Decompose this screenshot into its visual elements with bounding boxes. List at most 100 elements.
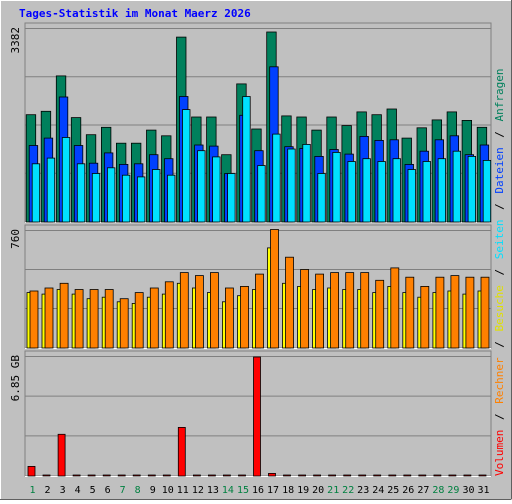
bar-seiten-day-22: [347, 161, 356, 223]
day-label-30: 30: [462, 485, 474, 496]
bar-seiten-day-18: [287, 148, 296, 223]
bar-seiten-day-23: [362, 158, 371, 223]
bar-seiten-day-24: [377, 161, 386, 223]
bar-rechner-day-22: [345, 272, 355, 349]
day-axis-labels: 1 2 3 4 5 6 7 8 9 10 11 12 13 14 15 16 17 18 19 20 21 22 23 24 2…: [29, 485, 489, 496]
bar-volumen-day-1: [27, 465, 36, 477]
legend-separator: /: [493, 269, 506, 276]
y-max-label: 3382: [9, 27, 22, 54]
bar-volumen-day-6: [102, 474, 111, 477]
bar-volumen-day-8: [132, 474, 141, 477]
bar-rechner-day-19: [300, 269, 310, 349]
bar-rechner-day-9: [149, 287, 159, 349]
bar-rechner-day-23: [360, 272, 370, 349]
bar-seiten-day-29: [452, 150, 462, 223]
bar-volumen-day-18: [283, 474, 291, 477]
bar-seiten-day-20: [317, 173, 326, 223]
bar-rechner-day-13: [209, 272, 219, 349]
bar-volumen-day-13: [207, 474, 216, 477]
day-label-7: 7: [120, 485, 126, 496]
day-label-2: 2: [44, 485, 50, 496]
bar-rechner-day-20: [315, 273, 325, 349]
bar-seiten-day-31: [482, 159, 492, 223]
day-label-28: 28: [432, 485, 444, 496]
bar-volumen-day-9: [147, 474, 156, 477]
bar-seiten-day-26: [407, 169, 416, 223]
bar-seiten-day-17: [272, 133, 281, 223]
chart-title: Tages-Statistik im Monat Maerz 2026: [19, 7, 251, 20]
legend-separator: /: [493, 131, 506, 138]
day-label-21: 21: [327, 485, 339, 496]
bar-rechner-day-6: [104, 289, 114, 349]
legend-separator: /: [493, 203, 506, 210]
bar-rechner-day-27: [420, 285, 430, 349]
bar-rechner-day-18: [285, 256, 294, 349]
bar-seiten-day-15: [242, 96, 251, 223]
bar-volumen-day-4: [72, 474, 81, 477]
bar-volumen-day-16: [253, 356, 261, 477]
day-label-4: 4: [75, 485, 81, 496]
bar-rechner-day-4: [74, 289, 84, 349]
day-label-5: 5: [90, 485, 96, 496]
panel-visits: 760: [9, 224, 492, 349]
side-legend-text: Volumen / Rechner / Besuche / Seiten / D…: [493, 68, 506, 476]
day-label-31: 31: [477, 485, 489, 496]
day-label-11: 11: [177, 485, 189, 496]
day-label-9: 9: [150, 485, 156, 496]
day-label-20: 20: [312, 485, 324, 496]
bar-volumen-day-20: [313, 474, 322, 477]
chart-panels: 3382 760 6.85 GB: [9, 22, 492, 477]
bar-volumen-day-27: [418, 474, 427, 477]
bar-rechner-day-28: [435, 276, 445, 349]
day-label-13: 13: [207, 485, 219, 496]
day-label-26: 26: [402, 485, 414, 496]
day-label-29: 29: [447, 485, 459, 496]
bar-seiten-day-4: [76, 163, 86, 223]
bar-rechner-day-29: [450, 275, 460, 349]
bar-volumen-day-12: [192, 474, 201, 477]
bar-volumen-day-17: [268, 472, 276, 477]
bar-volumen-day-21: [328, 474, 337, 477]
legend-besuche: Besuche: [493, 285, 506, 331]
bar-rechner-day-14: [224, 287, 234, 349]
bar-seiten-day-5: [91, 173, 101, 223]
bar-seiten-day-1: [31, 163, 41, 223]
legend-separator: /: [493, 341, 506, 348]
day-label-27: 27: [417, 485, 429, 496]
bar-volumen-day-29: [448, 474, 457, 477]
bar-rechner-day-1: [29, 290, 39, 349]
bar-seiten-day-11: [182, 109, 191, 223]
bar-rechner-day-12: [194, 275, 204, 349]
bar-rechner-day-7: [119, 298, 129, 349]
day-label-19: 19: [297, 485, 309, 496]
bar-volumen-day-14: [222, 474, 231, 477]
panel-hits: 3382: [9, 22, 492, 223]
y-max-label: 6.85 GB: [9, 355, 22, 402]
legend-volumen: Volumen: [493, 430, 506, 476]
bar-rechner-day-26: [405, 276, 415, 349]
bar-volumen-day-31: [478, 474, 487, 477]
bar-seiten-day-19: [302, 143, 311, 223]
bar-volumen-day-15: [238, 474, 246, 477]
legend-rechner: Rechner: [493, 357, 506, 404]
bar-seiten-day-16: [257, 165, 266, 223]
day-label-10: 10: [162, 485, 174, 496]
day-label-8: 8: [135, 485, 141, 496]
bar-rechner-day-25: [390, 267, 400, 349]
day-label-24: 24: [372, 485, 384, 496]
day-label-23: 23: [357, 485, 369, 496]
y-max-label: 760: [9, 229, 22, 249]
bar-volumen-day-30: [463, 474, 472, 477]
day-label-12: 12: [192, 485, 204, 496]
bar-seiten-day-12: [197, 150, 206, 223]
legend-dateien: Dateien: [493, 147, 506, 193]
bar-rechner-day-21: [330, 272, 340, 349]
bar-rechner-day-8: [134, 292, 144, 349]
bar-volumen-day-19: [298, 474, 307, 477]
bar-seiten-day-13: [212, 156, 221, 223]
bar-rechner-day-31: [480, 276, 490, 349]
bar-volumen-day-11: [177, 426, 186, 477]
day-label-18: 18: [282, 485, 294, 496]
legend-anfragen: Anfragen: [493, 68, 506, 121]
